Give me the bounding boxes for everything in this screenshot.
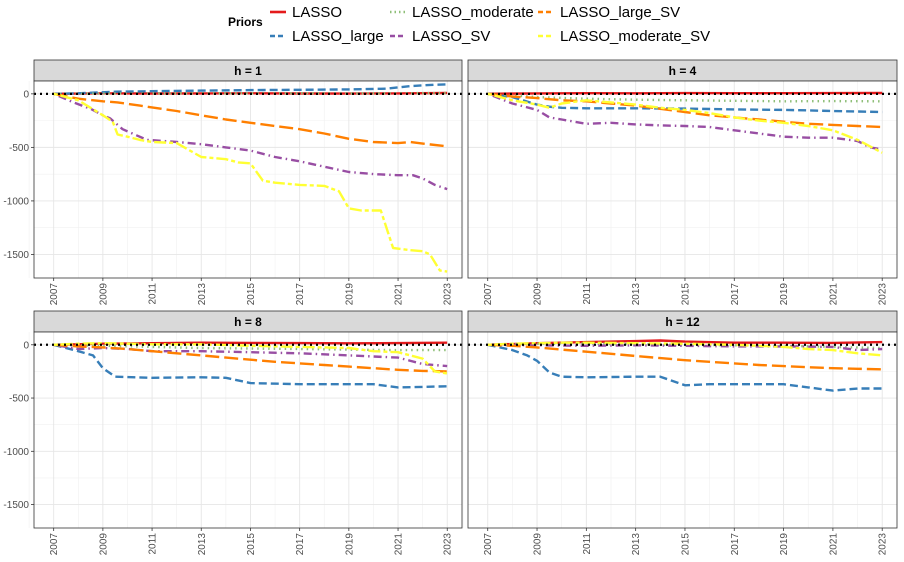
plot-area xyxy=(34,332,462,528)
legend-item-lasso-moderate: LASSO_moderate xyxy=(390,4,534,21)
x-tick-label: 2009 xyxy=(533,283,544,306)
y-tick-label: -1500 xyxy=(3,250,29,261)
y-tick-label: -1000 xyxy=(3,196,29,207)
x-tick-label: 2013 xyxy=(631,283,642,306)
legend-label-lasso-moderate-sv: LASSO_moderate_SV xyxy=(560,28,710,45)
series-line-lasso-sv xyxy=(487,92,883,151)
x-tick-label: 2015 xyxy=(680,283,691,306)
panel-border xyxy=(33,331,463,529)
series-line-lasso-moderate-sv xyxy=(487,92,883,154)
chart-legend: Priors LASSO LASSO_large LASSO_moderate LASS… xyxy=(228,4,710,45)
y-tick-label: 0 xyxy=(23,89,29,100)
series-line-lasso-large xyxy=(487,92,883,114)
x-tick-label: 2019 xyxy=(779,533,790,556)
x-tick-label: 2017 xyxy=(730,283,741,306)
series-line-lasso-large xyxy=(487,343,883,392)
plot-area xyxy=(468,332,897,528)
y-tick-label: -500 xyxy=(9,394,29,405)
series-group xyxy=(53,341,448,389)
series-line-lasso-moderate-sv xyxy=(53,92,448,273)
x-tick-label: 2015 xyxy=(680,533,691,556)
x-tick-label: 2023 xyxy=(443,533,454,556)
x-tick-label: 2021 xyxy=(828,533,839,556)
series-line-lasso-large xyxy=(53,343,448,389)
series-line-lasso-large-sv xyxy=(53,343,448,373)
x-tick-label: 2009 xyxy=(533,533,544,556)
x-tick-label: 2023 xyxy=(878,283,889,306)
legend-label-lasso-sv: LASSO_SV xyxy=(412,28,490,45)
x-tick-label: 2007 xyxy=(49,533,60,556)
x-tick-label: 2007 xyxy=(49,283,60,306)
x-tick-label: 2015 xyxy=(246,283,257,306)
x-tick-label: 2019 xyxy=(344,533,355,556)
x-tick-label: 2021 xyxy=(394,283,405,306)
panel-h-1: h = 1 0 -500 -1000 -1500 2007 2009 2011 2013 2015… xyxy=(3,59,473,306)
panel-border xyxy=(467,331,898,529)
y-tick-label: -1000 xyxy=(3,447,29,458)
series-group xyxy=(487,339,883,392)
y-tick-label: 0 xyxy=(23,340,29,351)
legend-item-lasso-moderate-sv: LASSO_moderate_SV xyxy=(538,28,710,45)
x-tick-label: 2019 xyxy=(779,283,790,306)
x-tick-label: 2017 xyxy=(295,283,306,306)
series-line-lasso-moderate-sv xyxy=(53,342,448,375)
legend-item-lasso-sv: LASSO_SV xyxy=(390,28,490,45)
legend-label-lasso-large-sv: LASSO_large_SV xyxy=(560,4,680,21)
y-tick-label: -1500 xyxy=(3,500,29,511)
panel-h-4: h = 4 2007 2009 2011 2013 2015 2017 2019 2021 202… xyxy=(462,59,898,306)
series-line-lasso-large xyxy=(53,83,448,95)
x-tick-label: 2009 xyxy=(98,533,109,556)
panel-border xyxy=(33,80,463,279)
series-line-lasso-large-sv xyxy=(487,343,883,371)
x-tick-label: 2019 xyxy=(344,283,355,306)
x-tick-label: 2013 xyxy=(631,533,642,556)
x-tick-label: 2021 xyxy=(394,533,405,556)
x-tick-label: 2007 xyxy=(483,283,494,306)
legend-item-lasso: LASSO xyxy=(270,4,342,21)
x-tick-label: 2007 xyxy=(483,533,494,556)
plot-area xyxy=(468,81,897,278)
x-tick-label: 2023 xyxy=(443,283,454,306)
x-tick-label: 2011 xyxy=(582,283,593,305)
x-tick-label: 2011 xyxy=(582,533,593,555)
facet-strip-label: h = 12 xyxy=(665,315,700,329)
plot-area xyxy=(34,81,462,278)
facet-strip-label: h = 8 xyxy=(234,315,262,329)
x-tick-label: 2017 xyxy=(730,533,741,556)
legend-label-lasso-moderate: LASSO_moderate xyxy=(412,4,534,21)
x-tick-label: 2023 xyxy=(878,533,889,556)
legend-label-lasso-large: LASSO_large xyxy=(292,28,384,45)
x-tick-label: 2011 xyxy=(148,283,159,305)
series-line-lasso-large-sv xyxy=(53,92,448,148)
facet-strip-label: h = 1 xyxy=(234,64,262,78)
panel-h-8: h = 8 0 -500 -1000 -1500 2007 2009 2011 2013 2015… xyxy=(3,310,473,556)
legend-item-lasso-large-sv: LASSO_large_SV xyxy=(538,4,680,21)
legend-label-lasso: LASSO xyxy=(292,4,342,21)
facet-strip-label: h = 4 xyxy=(669,64,697,78)
x-tick-label: 2013 xyxy=(197,533,208,556)
x-tick-label: 2009 xyxy=(98,283,109,306)
series-line-lasso xyxy=(53,341,448,346)
legend-item-lasso-large: LASSO_large xyxy=(270,28,384,45)
x-tick-label: 2013 xyxy=(197,283,208,306)
legend-title: Priors xyxy=(228,15,263,29)
series-line-lasso-large-sv xyxy=(487,92,883,129)
x-tick-label: 2011 xyxy=(148,533,159,555)
y-tick-label: -500 xyxy=(9,143,29,154)
panel-border xyxy=(467,80,898,279)
x-tick-label: 2015 xyxy=(246,533,257,556)
x-tick-label: 2017 xyxy=(295,533,306,556)
x-tick-label: 2021 xyxy=(828,283,839,306)
panel-h-12: h = 12 2007 2009 2011 2013 2015 2017 2019 2021 20… xyxy=(462,310,898,556)
series-line-lasso-moderate-sv xyxy=(487,341,883,357)
series-line-lasso-sv xyxy=(487,343,883,352)
